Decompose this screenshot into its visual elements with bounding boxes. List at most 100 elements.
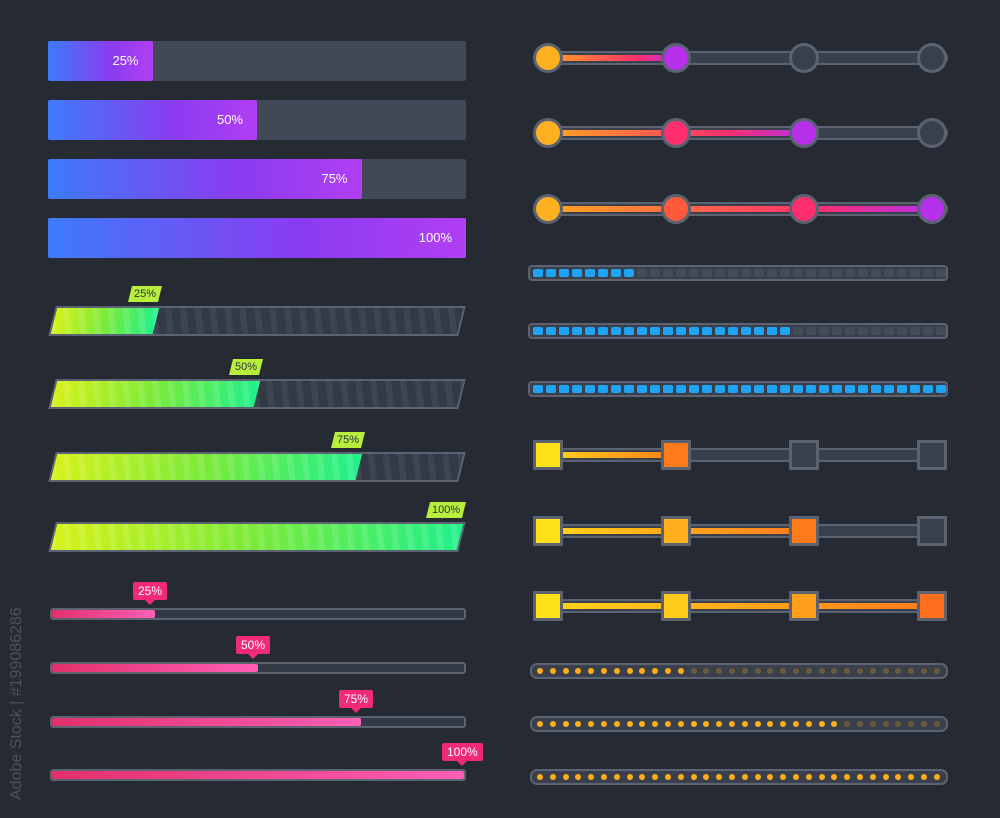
dot-segment xyxy=(869,774,876,780)
block-segment xyxy=(689,269,699,277)
block-segment xyxy=(624,327,634,335)
dot-segment xyxy=(588,774,595,780)
stepper-node[interactable] xyxy=(533,194,563,224)
block-segment xyxy=(767,269,777,277)
stepper-node[interactable] xyxy=(661,440,691,470)
stepper-node[interactable] xyxy=(789,440,819,470)
stepper-node[interactable] xyxy=(661,194,691,224)
stepper-node[interactable] xyxy=(533,43,563,73)
progress-bar xyxy=(48,452,466,482)
dot-segment xyxy=(677,668,684,674)
block-segment xyxy=(572,385,582,393)
stepper-node[interactable] xyxy=(917,118,947,148)
dot-segment xyxy=(601,721,607,727)
block-segment xyxy=(585,327,595,335)
stepper-node[interactable] xyxy=(533,516,563,546)
block-segment xyxy=(689,385,699,393)
stepper-fill xyxy=(548,603,932,609)
stepper-node[interactable] xyxy=(917,440,947,470)
block-segment xyxy=(533,385,543,393)
dot-segment xyxy=(549,721,556,727)
stepper-node[interactable] xyxy=(533,118,563,148)
block-segment xyxy=(663,327,673,335)
stepper-node[interactable] xyxy=(917,194,947,224)
dot-segment xyxy=(793,774,799,780)
stepper-node[interactable] xyxy=(789,591,819,621)
progress-bar xyxy=(48,306,466,336)
dot-segment xyxy=(601,668,607,674)
dot-segment xyxy=(626,668,633,674)
stepper-node[interactable] xyxy=(661,43,691,73)
block-segment xyxy=(676,385,686,393)
block-segment xyxy=(598,327,608,335)
stepper-node[interactable] xyxy=(917,591,947,621)
dot-segment xyxy=(741,774,748,780)
progress-fill xyxy=(50,454,362,480)
progress-label: 100% xyxy=(418,230,452,245)
dot-segment xyxy=(857,721,863,727)
block-segment xyxy=(884,269,894,277)
dot-segment xyxy=(652,774,659,780)
dot-segment xyxy=(575,721,582,727)
dot-segment xyxy=(613,774,620,780)
percent-tag-label: 100% xyxy=(432,504,461,516)
block-segment xyxy=(832,385,842,393)
dot-segment xyxy=(882,668,889,674)
progress-fill xyxy=(48,100,257,140)
block-segment xyxy=(936,327,946,335)
dot-segment xyxy=(754,774,761,780)
progress-bar xyxy=(50,769,466,781)
stepper-node[interactable] xyxy=(533,440,563,470)
block-segment xyxy=(923,269,933,277)
dot-rail xyxy=(530,663,948,679)
dot-segment xyxy=(613,721,620,727)
block-segment xyxy=(676,269,686,277)
stepper-node[interactable] xyxy=(661,591,691,621)
stepper-node[interactable] xyxy=(917,43,947,73)
dot-segment xyxy=(601,774,607,780)
block-segment xyxy=(754,385,764,393)
block-segment xyxy=(936,269,946,277)
block-segment xyxy=(806,327,816,335)
block-segment xyxy=(663,385,673,393)
dot-segment xyxy=(729,668,735,674)
percent-tag: 25% xyxy=(133,582,168,605)
block-segment xyxy=(741,327,751,335)
stepper-node[interactable] xyxy=(789,194,819,224)
dot-segment xyxy=(652,668,659,674)
stepper-node[interactable] xyxy=(661,118,691,148)
dot-segment xyxy=(921,721,927,727)
block-segment xyxy=(611,385,621,393)
dot-segment xyxy=(703,774,710,780)
dot-segment xyxy=(716,774,723,780)
stepper-node[interactable] xyxy=(917,516,947,546)
block-segment xyxy=(702,269,712,277)
block-segment xyxy=(702,385,712,393)
block-segment xyxy=(585,385,595,393)
block-segment xyxy=(637,327,647,335)
stepper-node[interactable] xyxy=(789,118,819,148)
dot-segment xyxy=(908,668,915,674)
block-segment xyxy=(572,327,582,335)
block-segment xyxy=(754,327,764,335)
block-segment xyxy=(884,385,894,393)
dot-segment xyxy=(652,721,659,727)
block-segment xyxy=(936,385,946,393)
stepper-fill xyxy=(548,452,676,458)
stepper-node[interactable] xyxy=(789,516,819,546)
dot-rail xyxy=(530,769,948,785)
stepper-node[interactable] xyxy=(533,591,563,621)
block-segment xyxy=(845,269,855,277)
block-segment xyxy=(533,327,543,335)
percent-tag: 50% xyxy=(236,636,271,659)
stepper-node[interactable] xyxy=(661,516,691,546)
dot-segment xyxy=(933,668,940,674)
progress-fill xyxy=(52,771,464,779)
block-segment xyxy=(884,327,894,335)
block-segment xyxy=(650,385,660,393)
dot-segment xyxy=(690,721,697,727)
stepper-node[interactable] xyxy=(789,43,819,73)
block-segment xyxy=(832,327,842,335)
dot-segment xyxy=(716,668,723,674)
dot-segment xyxy=(818,774,825,780)
